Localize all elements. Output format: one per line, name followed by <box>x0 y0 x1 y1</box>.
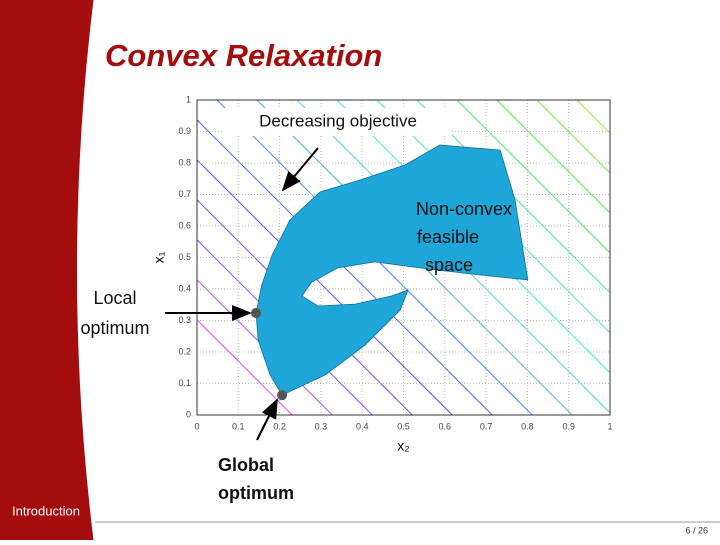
y-tick-label: 0.9 <box>178 126 191 136</box>
plot-frame <box>196 99 611 416</box>
optimum-point <box>251 307 262 318</box>
contour-line <box>296 100 610 414</box>
contour-line <box>617 100 720 520</box>
y-tick-label: 0.2 <box>178 346 191 356</box>
y-tick-label: 0.5 <box>178 252 191 262</box>
contour-line <box>496 100 610 214</box>
contour-line <box>216 100 533 415</box>
y-tick-label: 1 <box>186 94 191 104</box>
x-tick-label: 0.2 <box>273 421 286 431</box>
x-axis-label: x₂ <box>397 438 409 454</box>
x-tick-label: 1 <box>607 421 612 431</box>
feasible-region <box>255 144 529 396</box>
contour-line <box>197 279 333 415</box>
contour-line <box>697 100 720 520</box>
x-tick-label: 0.3 <box>315 421 328 431</box>
feasible-label: space <box>425 255 473 275</box>
x-tick-label: 0 <box>194 421 199 431</box>
x-tick-label: 0.4 <box>356 421 369 431</box>
contour-line <box>536 100 610 174</box>
y-tick-label: 0.6 <box>178 220 191 230</box>
x-tick-label: 0.9 <box>562 421 575 431</box>
x-tick-label: 0.6 <box>439 421 452 431</box>
plot: 0 0.1 0.2 0.3 0.4 0.5 0.6 0.7 0.8 0.9 1 0 0.1 0.2 0.3 0… <box>151 94 720 520</box>
side-band <box>0 0 95 540</box>
optimum-point <box>277 390 288 401</box>
y-tick-label: 0.3 <box>178 315 191 325</box>
y-tick-label: 0 <box>186 409 191 419</box>
arrow <box>256 398 278 441</box>
global-label: optimum <box>218 483 294 503</box>
label-bg <box>224 108 452 136</box>
y-tick-label: 0.4 <box>178 283 191 293</box>
feasible-label: Non-convex <box>416 199 512 219</box>
objective-label: Decreasing objective <box>259 111 417 130</box>
page-number: 6 / 26 <box>685 525 708 535</box>
x-tick-label: 0.8 <box>521 421 534 431</box>
local-label: Local <box>93 288 136 308</box>
y-axis-label: x₁ <box>151 251 167 263</box>
slide-title: Convex Relaxation <box>105 38 382 73</box>
section-label: Introduction <box>12 503 80 518</box>
y-tick-label: 0.1 <box>178 378 191 388</box>
y-tick-label: 0.7 <box>178 189 191 199</box>
y-tick-label: 0.8 <box>178 157 191 167</box>
local-label: optimum <box>80 318 149 338</box>
x-tick-label: 0.7 <box>480 421 493 431</box>
feasible-label: feasible <box>417 227 479 247</box>
contour-line <box>256 100 573 415</box>
contour-line <box>657 100 720 520</box>
global-label: Global <box>218 455 274 475</box>
x-tick-label: 0.1 <box>232 421 245 431</box>
band-edge <box>77 0 97 541</box>
arrow <box>281 147 319 192</box>
x-tick-label: 0.5 <box>397 421 410 431</box>
